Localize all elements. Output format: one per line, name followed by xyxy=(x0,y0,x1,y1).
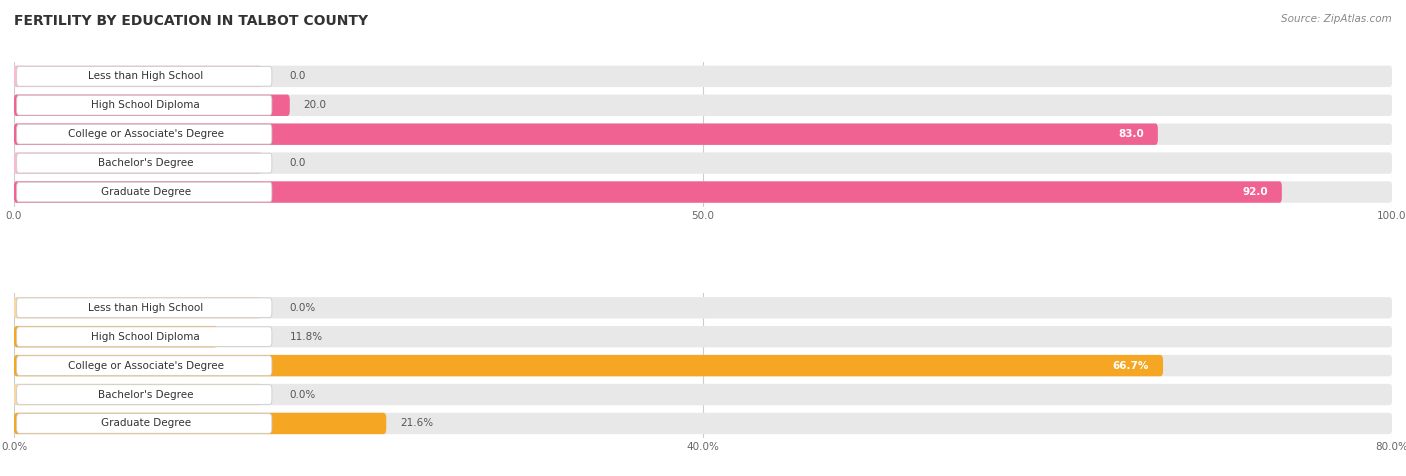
Text: High School Diploma: High School Diploma xyxy=(91,332,200,342)
FancyBboxPatch shape xyxy=(14,413,387,434)
FancyBboxPatch shape xyxy=(17,356,271,376)
FancyBboxPatch shape xyxy=(14,181,1392,203)
Text: 0.0: 0.0 xyxy=(290,71,307,81)
Text: Graduate Degree: Graduate Degree xyxy=(101,187,191,197)
FancyBboxPatch shape xyxy=(14,355,1163,377)
FancyBboxPatch shape xyxy=(17,327,271,347)
Text: 11.8%: 11.8% xyxy=(290,332,323,342)
FancyBboxPatch shape xyxy=(14,95,290,116)
FancyBboxPatch shape xyxy=(14,355,1392,377)
FancyBboxPatch shape xyxy=(14,66,262,87)
Text: 0.0%: 0.0% xyxy=(290,389,316,399)
FancyBboxPatch shape xyxy=(17,298,271,317)
FancyBboxPatch shape xyxy=(17,182,271,202)
Text: 0.0%: 0.0% xyxy=(290,303,316,313)
FancyBboxPatch shape xyxy=(14,181,1282,203)
Text: FERTILITY BY EDUCATION IN TALBOT COUNTY: FERTILITY BY EDUCATION IN TALBOT COUNTY xyxy=(14,14,368,28)
FancyBboxPatch shape xyxy=(17,414,271,433)
FancyBboxPatch shape xyxy=(14,326,218,347)
Text: High School Diploma: High School Diploma xyxy=(91,100,200,110)
FancyBboxPatch shape xyxy=(17,67,271,86)
FancyBboxPatch shape xyxy=(14,152,262,174)
Text: College or Associate's Degree: College or Associate's Degree xyxy=(67,129,224,139)
FancyBboxPatch shape xyxy=(17,95,271,115)
FancyBboxPatch shape xyxy=(14,123,1157,145)
FancyBboxPatch shape xyxy=(14,95,1392,116)
FancyBboxPatch shape xyxy=(14,326,1392,347)
FancyBboxPatch shape xyxy=(17,385,271,405)
FancyBboxPatch shape xyxy=(14,384,263,405)
FancyBboxPatch shape xyxy=(14,152,1392,174)
Text: 0.0: 0.0 xyxy=(290,158,307,168)
Text: 20.0: 20.0 xyxy=(304,100,326,110)
Text: Less than High School: Less than High School xyxy=(89,71,204,81)
Text: Bachelor's Degree: Bachelor's Degree xyxy=(98,158,194,168)
Text: College or Associate's Degree: College or Associate's Degree xyxy=(67,361,224,371)
Text: 83.0: 83.0 xyxy=(1118,129,1144,139)
FancyBboxPatch shape xyxy=(17,124,271,144)
Text: 21.6%: 21.6% xyxy=(399,418,433,428)
Text: Bachelor's Degree: Bachelor's Degree xyxy=(98,389,194,399)
FancyBboxPatch shape xyxy=(17,153,271,173)
Text: 66.7%: 66.7% xyxy=(1112,361,1149,371)
FancyBboxPatch shape xyxy=(14,297,1392,318)
Text: 92.0: 92.0 xyxy=(1243,187,1268,197)
FancyBboxPatch shape xyxy=(14,123,1392,145)
FancyBboxPatch shape xyxy=(14,384,1392,405)
Text: Less than High School: Less than High School xyxy=(89,303,204,313)
Text: Source: ZipAtlas.com: Source: ZipAtlas.com xyxy=(1281,14,1392,24)
FancyBboxPatch shape xyxy=(14,66,1392,87)
FancyBboxPatch shape xyxy=(14,297,263,318)
FancyBboxPatch shape xyxy=(14,413,1392,434)
Text: Graduate Degree: Graduate Degree xyxy=(101,418,191,428)
